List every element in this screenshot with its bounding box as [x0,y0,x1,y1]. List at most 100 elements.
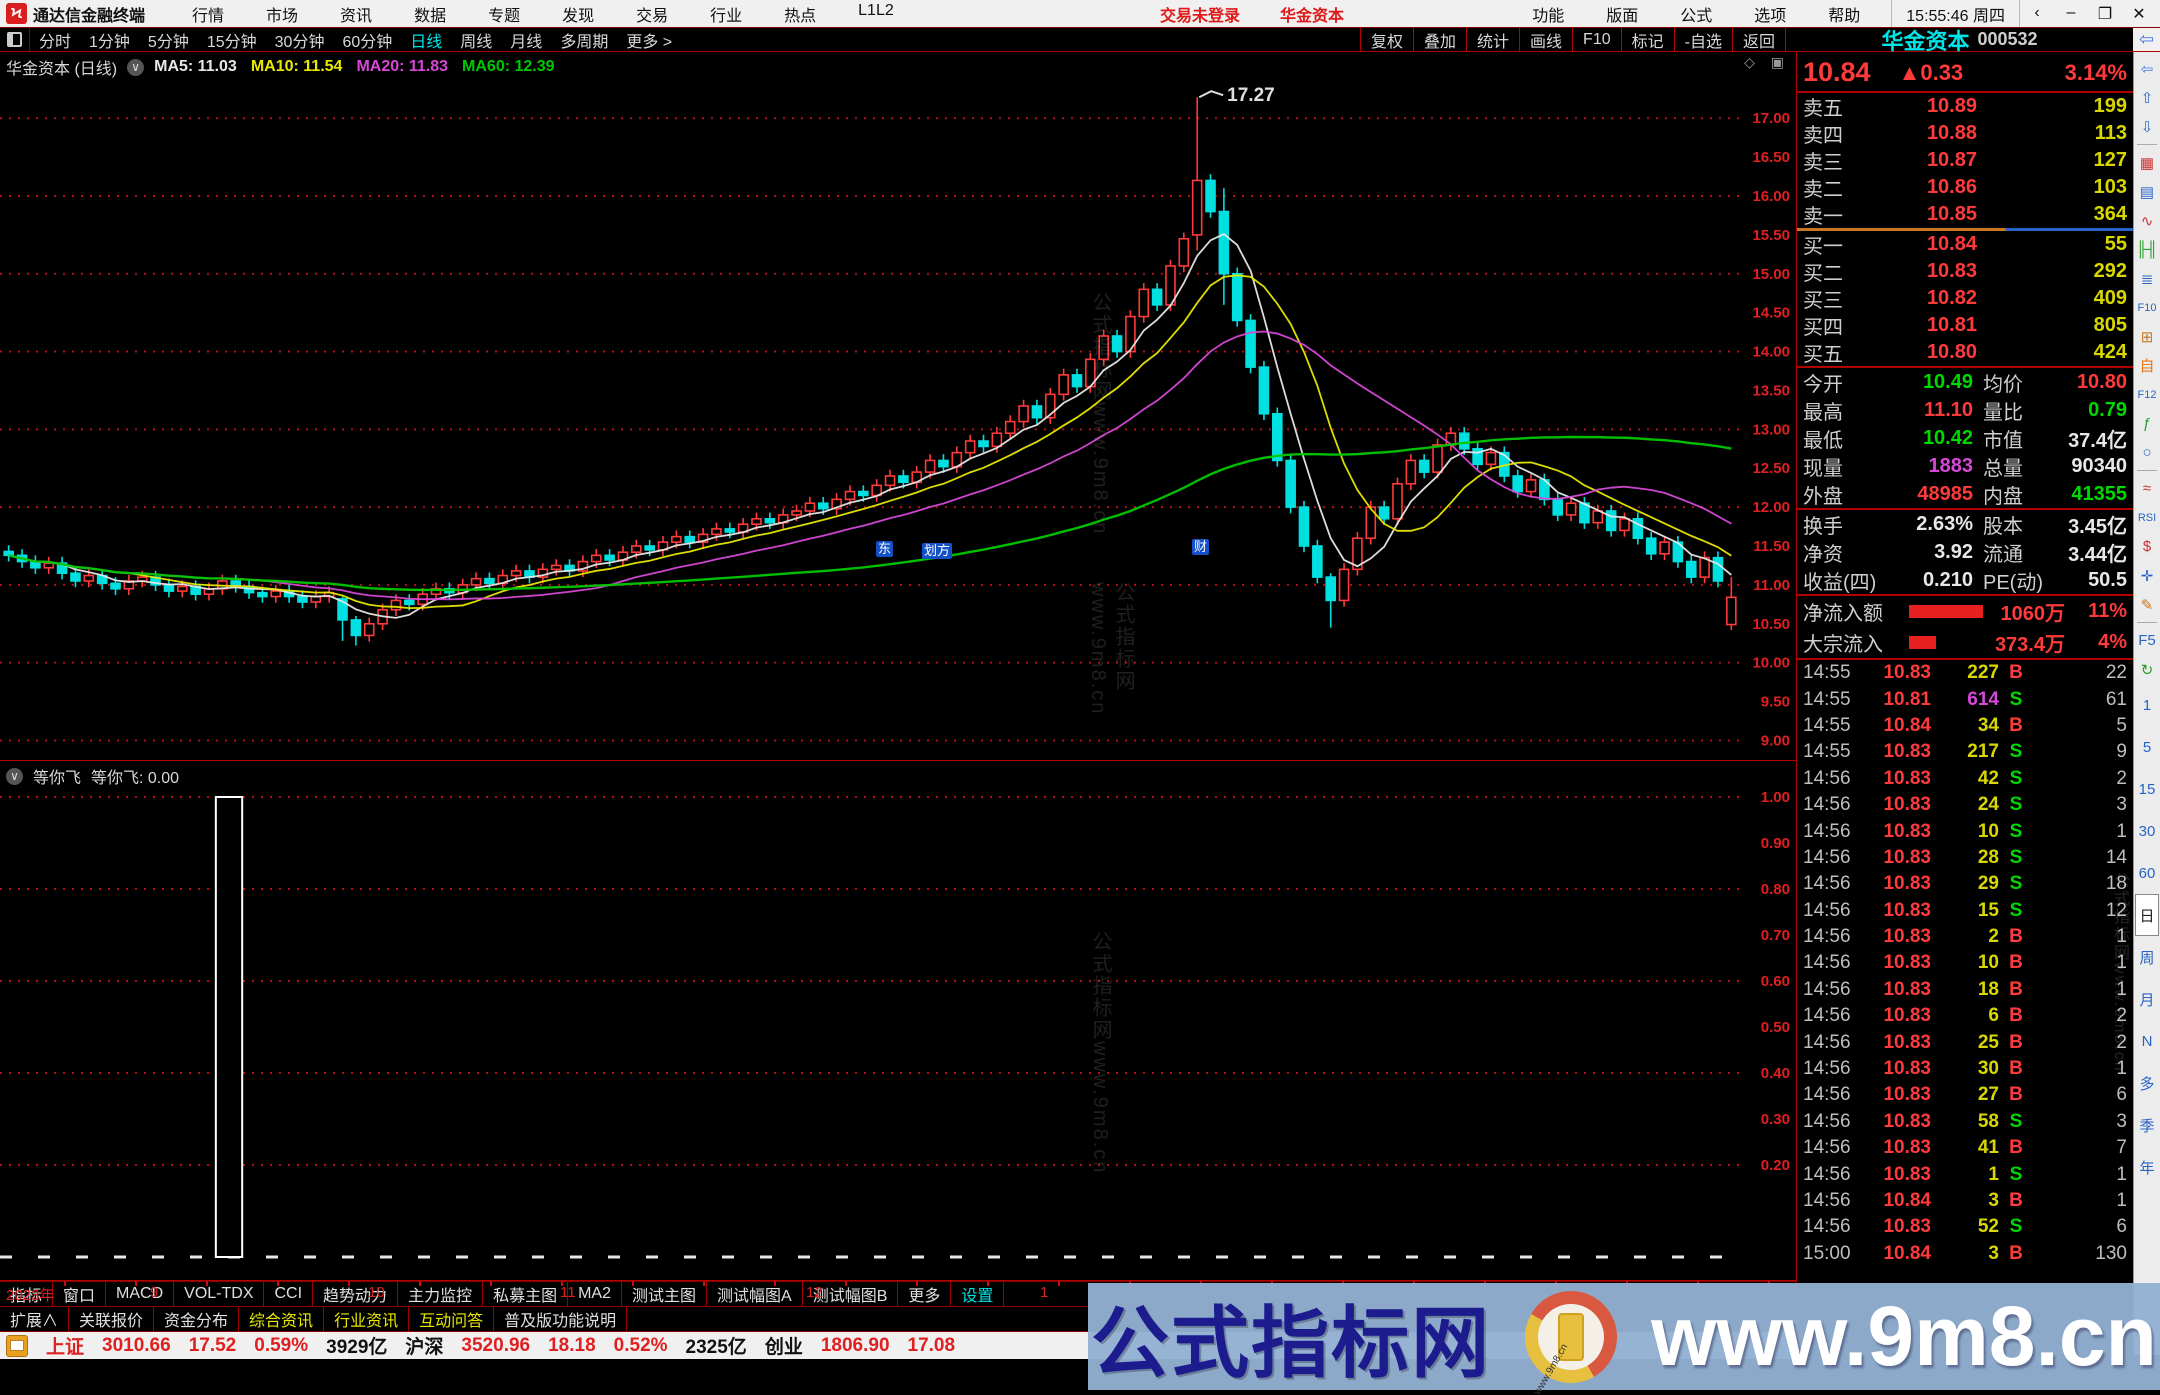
zixuan-icon[interactable]: 自 [2139,358,2155,375]
toolbar-button-标记[interactable]: 标记 [1620,28,1674,51]
tab-更多[interactable]: 更多 [897,1282,952,1306]
tick-row[interactable]: 14:56 10.83 15 S 12 [1797,898,2133,924]
close-icon[interactable]: ✕ [2132,5,2146,23]
circle-icon[interactable]: ○ [2142,444,2152,461]
indicator-chart[interactable]: 1.00 0.90 0.80 0.70 0.60 0.50 0.40 0.30 0.20 [0,761,1797,1281]
menu-item-行情[interactable]: 行情 [192,7,225,25]
panel-toggle-icon[interactable] [0,28,30,51]
chart-corner-icons[interactable]: ◇ ▣ [1744,54,1790,70]
news-tag-东[interactable]: 东 [876,541,894,557]
strip-period-周[interactable]: 周 [2139,949,2155,967]
menu-item-公式[interactable]: 公式 [1680,7,1713,25]
list-icon[interactable]: ≣ [2140,270,2154,288]
tick-row[interactable]: 14:55 10.81 614 S 61 [1797,686,2133,712]
tab-资金分布[interactable]: 资金分布 [153,1307,240,1331]
period-分时[interactable]: 分时 [39,33,72,51]
tab-扩展∧[interactable]: 扩展∧ [0,1307,70,1331]
strip-period-30[interactable]: 30 [2138,822,2156,840]
strip-period-月[interactable]: 月 [2139,991,2155,1009]
tick-row[interactable]: 14:56 10.83 29 S 18 [1797,871,2133,897]
bid-row-买四[interactable]: 买四 10.81 805 [1797,312,2133,339]
toolbar-button-画线[interactable]: 画线 [1519,28,1572,51]
report-grid-icon[interactable]: ▦ [2139,154,2155,172]
tab-私募主图[interactable]: 私募主图 [482,1282,569,1306]
tick-row[interactable]: 14:55 10.84 34 B 5 [1797,713,2133,739]
collapse-left-icon[interactable]: ⇦ [2140,60,2154,78]
strip-period-N[interactable]: N [2141,1032,2153,1050]
kline-icon[interactable]: ╟╢ [2136,241,2158,258]
toolbar-button-统计[interactable]: 统计 [1466,28,1519,51]
tick-row[interactable]: 14:56 10.83 41 B 7 [1797,1135,2133,1161]
period-多周期[interactable]: 多周期 [560,33,609,51]
tab-趋势动力[interactable]: 趋势动力 [312,1282,399,1306]
chevron-down-icon[interactable]: ∨ [127,58,145,76]
tab-互动问答[interactable]: 互动问答 [408,1307,495,1331]
period-30分钟[interactable]: 30分钟 [274,33,325,51]
tick-row[interactable]: 14:56 10.83 27 B 6 [1797,1082,2133,1108]
bid-row-买二[interactable]: 买二 10.83 292 [1797,258,2133,285]
ask-row-卖五[interactable]: 卖五 10.89 199 [1797,93,2133,120]
period-周线[interactable]: 周线 [460,33,493,51]
news-tag-财[interactable]: 财 [1192,539,1210,555]
toolbar-button-F10[interactable]: F10 [1572,28,1621,51]
menu-item-行业[interactable]: 行业 [710,7,743,25]
tab-关联报价[interactable]: 关联报价 [68,1307,155,1331]
tick-row[interactable]: 14:56 10.83 10 B 1 [1797,950,2133,976]
tab-主力监控[interactable]: 主力监控 [397,1282,484,1306]
menu-item-市场[interactable]: 市场 [266,7,299,25]
bid-row-买五[interactable]: 买五 10.80 424 [1797,339,2133,366]
formula-icon[interactable]: ƒ [2142,415,2152,432]
tick-row[interactable]: 14:56 10.83 2 B 1 [1797,924,2133,950]
menu-item-选项[interactable]: 选项 [1754,7,1787,25]
tick-row[interactable]: 14:56 10.83 10 S 1 [1797,818,2133,844]
price-chart-panel[interactable]: 华金资本 (日线) ∨ MA5: 11.03 MA10: 11.54 MA20: 1… [0,52,1796,761]
strip-period-日[interactable]: 日 [2135,894,2159,936]
table-icon[interactable]: ▤ [2139,183,2155,201]
menu-item-数据[interactable]: 数据 [414,7,447,25]
period-日线[interactable]: 日线 [410,33,443,51]
strip-period-1[interactable]: 1 [2142,696,2152,714]
f12-icon[interactable]: F12 [2137,388,2157,401]
menu-item-发现[interactable]: 发现 [562,7,595,25]
minimize-icon[interactable]: – [2066,3,2076,21]
market-icon[interactable] [6,1334,28,1357]
tab-测试幅图A[interactable]: 测试幅图A [706,1282,803,1306]
collapse-panel-icon[interactable]: ⇦ [2133,28,2160,51]
up-arrow-icon[interactable]: ⇧ [2140,89,2154,107]
tick-row[interactable]: 15:00 10.84 3 B 130 [1797,1241,2133,1267]
period-15分钟[interactable]: 15分钟 [206,33,257,51]
menu-item-专题[interactable]: 专题 [488,7,521,25]
menu-item-帮助[interactable]: 帮助 [1828,7,1861,25]
login-status[interactable]: 交易未登录 [1160,7,1241,25]
strip-period-多[interactable]: 多 [2139,1075,2155,1093]
tick-row[interactable]: 14:56 10.83 25 B 2 [1797,1029,2133,1055]
money-icon[interactable]: $ [2142,538,2152,555]
f10-icon[interactable]: F10 [2137,301,2157,314]
period-1分钟[interactable]: 1分钟 [89,33,130,51]
candlestick-chart[interactable]: 17.00 16.50 16.00 15.50 15.00 14.50 14.00 13.50… [0,52,1797,761]
ask-row-卖一[interactable]: 卖一 10.85 364 [1797,201,2133,228]
ask-row-卖三[interactable]: 卖三 10.87 127 [1797,147,2133,174]
move-icon[interactable]: ✛ [2140,567,2154,585]
period-更多 >[interactable]: 更多 > [626,33,673,51]
news-tag-划方[interactable]: 划方 [922,543,953,559]
rsi-icon[interactable]: RSI [2137,511,2157,524]
tick-row[interactable]: 14:56 10.83 58 S 3 [1797,1109,2133,1135]
toolbar-button-返回[interactable]: 返回 [1731,28,1786,51]
strip-period-60[interactable]: 60 [2138,864,2156,882]
toolbar-button-叠加[interactable]: 叠加 [1413,28,1466,51]
down-arrow-icon[interactable]: ⇩ [2140,118,2154,136]
tick-row[interactable]: 14:56 10.83 30 B 1 [1797,1056,2133,1082]
strip-period-5[interactable]: 5 [2142,738,2152,756]
tab-VOL-TDX[interactable]: VOL-TDX [173,1282,265,1306]
f5-icon[interactable]: F5 [2138,632,2156,649]
tree-icon[interactable]: ⊞ [2140,328,2154,346]
tick-row[interactable]: 14:56 10.83 1 S 1 [1797,1161,2133,1187]
strip-period-季[interactable]: 季 [2139,1117,2155,1135]
tab-CCI[interactable]: CCI [263,1282,314,1306]
tick-row[interactable]: 14:55 10.83 217 S 9 [1797,739,2133,765]
toolbar-button--自选[interactable]: -自选 [1673,28,1732,51]
menu-item-版面[interactable]: 版面 [1606,7,1639,25]
tick-row[interactable]: 14:56 10.83 18 B 1 [1797,977,2133,1003]
tick-row[interactable]: 14:56 10.83 52 S 6 [1797,1214,2133,1240]
